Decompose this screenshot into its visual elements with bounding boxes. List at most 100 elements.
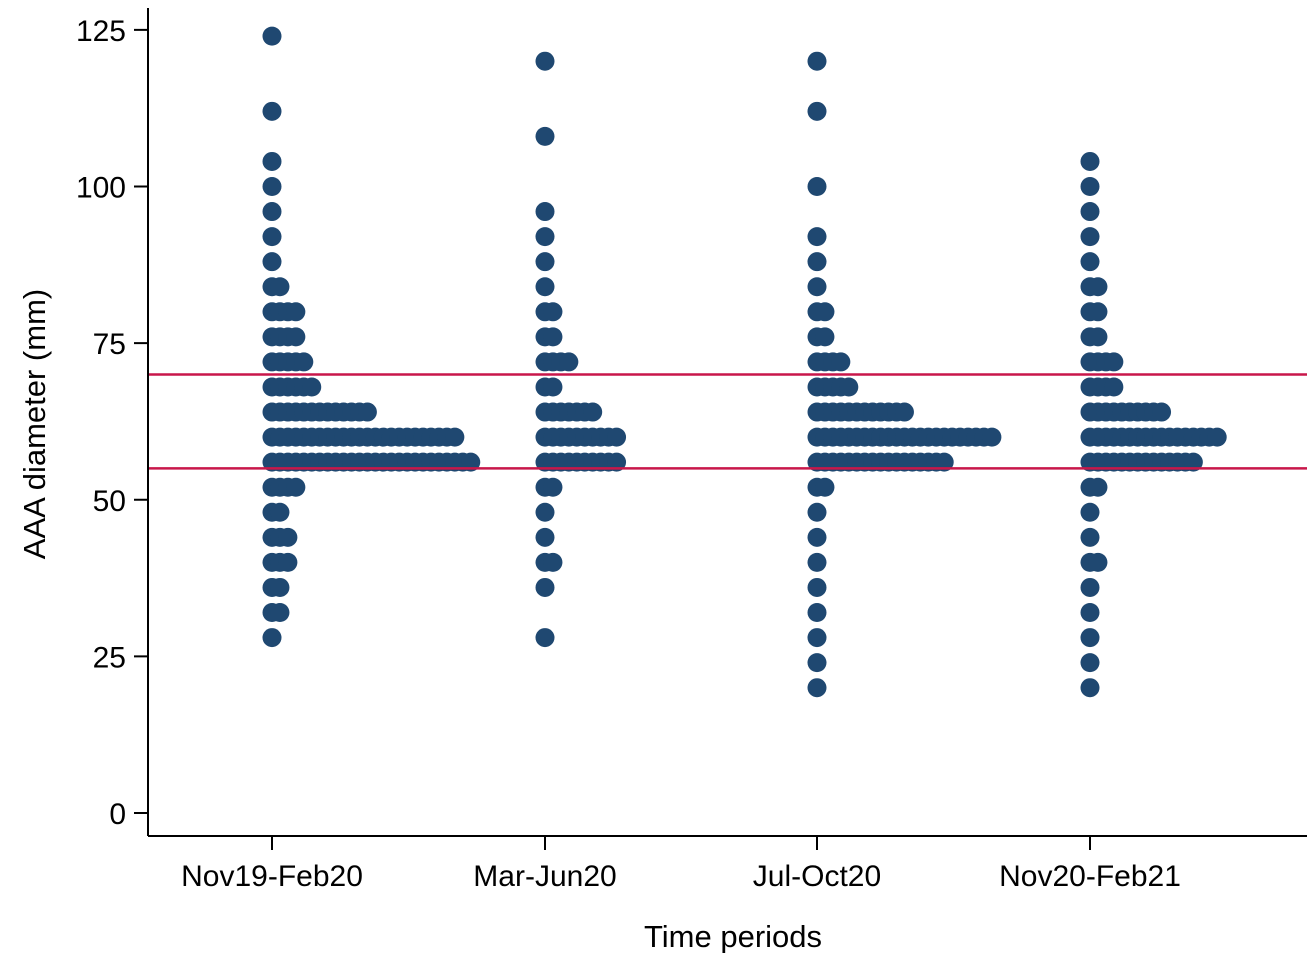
data-point — [357, 402, 377, 422]
data-point — [807, 277, 827, 297]
data-point — [286, 302, 306, 322]
data-point — [1104, 377, 1124, 397]
y-ticks: 0 25 50 75 100 125 — [76, 15, 148, 831]
data-point — [807, 653, 827, 673]
y-tick-label: 0 — [109, 798, 126, 831]
data-point — [1088, 552, 1108, 572]
data-point — [294, 352, 314, 372]
data-point — [583, 402, 603, 422]
y-tick-label: 125 — [76, 15, 126, 48]
data-point — [535, 126, 555, 146]
x-ticks: Nov19-Feb20 Mar-Jun20 Jul-Oct20 Nov20-Feb21 — [181, 836, 1181, 893]
data-point — [262, 628, 282, 648]
axis-layer — [147, 8, 1307, 837]
data-point — [807, 502, 827, 522]
data-point — [807, 252, 827, 272]
data-point — [1080, 151, 1100, 171]
data-point — [262, 101, 282, 121]
data-point — [535, 51, 555, 71]
x-tick-label: Mar-Jun20 — [473, 860, 616, 893]
data-point — [1080, 502, 1100, 522]
data-point — [270, 577, 290, 597]
data-point — [1080, 628, 1100, 648]
plot-layer — [148, 26, 1307, 698]
data-point — [831, 352, 851, 372]
data-point — [543, 377, 563, 397]
data-point — [807, 51, 827, 71]
data-point — [270, 277, 290, 297]
data-point — [262, 227, 282, 247]
data-point — [1152, 402, 1172, 422]
y-tick-label: 50 — [93, 485, 126, 518]
data-point — [982, 427, 1002, 447]
data-point — [839, 377, 859, 397]
data-point — [807, 678, 827, 698]
data-point — [278, 527, 298, 547]
data-point — [262, 252, 282, 272]
series-Jul-Oct20 — [807, 51, 1002, 698]
data-point — [807, 177, 827, 196]
data-point — [1080, 177, 1100, 196]
data-point — [1080, 577, 1100, 597]
data-point — [535, 628, 555, 648]
x-tick-label: Nov19-Feb20 — [181, 860, 363, 893]
data-point — [1088, 327, 1108, 347]
y-axis-title: AAA diameter (mm) — [17, 289, 52, 559]
data-point — [262, 202, 282, 222]
data-point — [262, 151, 282, 171]
data-point — [535, 277, 555, 297]
data-point — [543, 327, 563, 347]
data-point — [543, 552, 563, 572]
data-point — [559, 352, 579, 372]
y-tick-label: 100 — [76, 172, 126, 205]
data-point — [535, 252, 555, 272]
data-point — [934, 452, 954, 472]
data-point — [535, 577, 555, 597]
data-point — [807, 552, 827, 572]
data-point — [543, 302, 563, 322]
data-point — [1207, 427, 1227, 447]
x-tick-label: Jul-Oct20 — [753, 860, 881, 893]
data-point — [262, 26, 282, 46]
data-point — [535, 202, 555, 222]
y-tick-label: 25 — [93, 641, 126, 674]
data-point — [815, 327, 835, 347]
data-point — [807, 628, 827, 648]
data-point — [807, 603, 827, 623]
data-point — [543, 477, 563, 497]
data-point — [807, 227, 827, 247]
data-point — [807, 101, 827, 121]
x-tick-label: Nov20-Feb21 — [999, 860, 1181, 893]
data-point — [535, 502, 555, 522]
data-point — [286, 327, 306, 347]
series-Nov19-Feb20 — [262, 26, 481, 648]
data-point — [1183, 452, 1203, 472]
data-point — [1080, 227, 1100, 247]
data-point — [445, 427, 465, 447]
data-point — [461, 452, 481, 472]
data-point — [270, 502, 290, 522]
series-Nov20-Feb21 — [1080, 151, 1227, 698]
data-point — [894, 402, 914, 422]
data-point — [1104, 352, 1124, 372]
data-point — [1088, 477, 1108, 497]
data-point — [807, 577, 827, 597]
data-point — [278, 552, 298, 572]
x-axis-title: Time periods — [644, 919, 822, 953]
data-point — [302, 377, 322, 397]
data-point — [1088, 302, 1108, 322]
data-point — [815, 302, 835, 322]
y-tick-label: 75 — [93, 328, 126, 361]
data-point — [1080, 202, 1100, 222]
data-point — [262, 177, 282, 196]
data-point — [807, 527, 827, 547]
data-point — [1080, 527, 1100, 547]
data-point — [607, 452, 627, 472]
data-point — [607, 427, 627, 447]
data-point — [1080, 678, 1100, 698]
data-point — [1080, 252, 1100, 272]
data-point — [1080, 603, 1100, 623]
data-point — [1088, 277, 1108, 297]
